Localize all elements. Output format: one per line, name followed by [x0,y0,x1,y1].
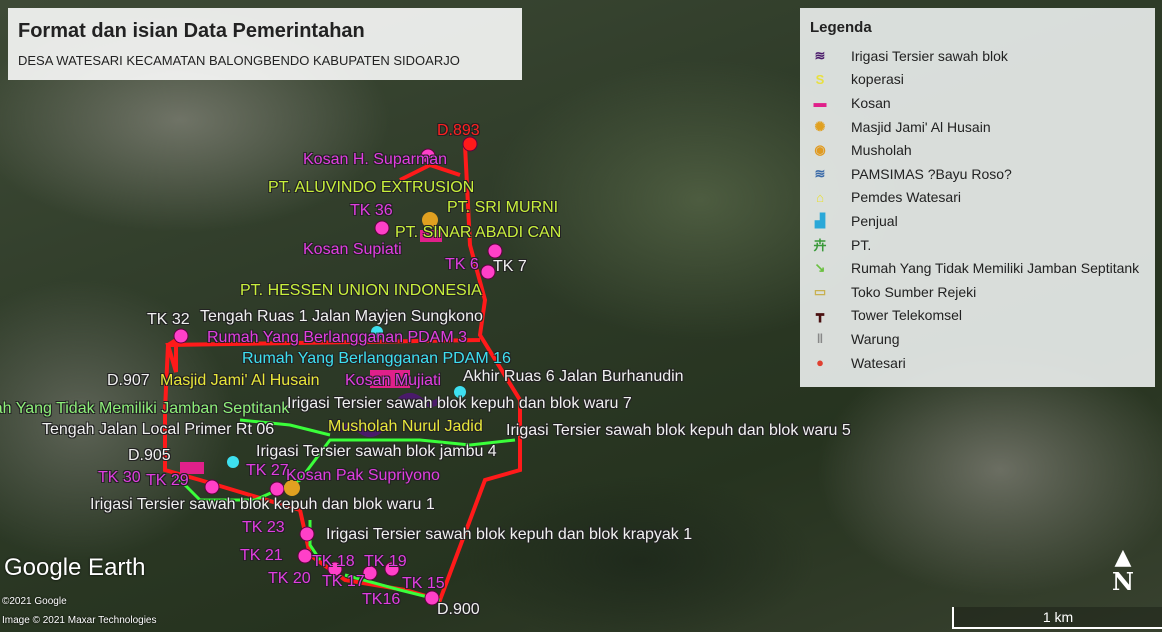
mosque-icon: ◉ [814,142,826,158]
factory-icon: 卉 [813,238,827,254]
map-label[interactable]: TK 6 [445,256,479,273]
title-panel: Format dan isian Data Pemerintahan DESA … [8,8,522,80]
map-label[interactable]: TK 30 [98,469,141,486]
map-label[interactable]: Tengah Ruas 1 Jalan Mayjen Sungkono [200,308,483,325]
utensils-icon: ‖ [816,331,824,347]
map-label[interactable]: TK 20 [268,570,311,587]
arrow-icon: ↘ [814,260,826,276]
map-pins[interactable] [173,136,503,606]
map-label[interactable]: Irigasi Tersier sawah blok kepuh dan blo… [506,422,851,439]
map-label[interactable]: Kosan Supiati [303,241,402,258]
legend-item-label: Rumah Yang Tidak Memiliki Jamban Septita… [851,260,1140,277]
map-label[interactable]: PT. SRI MURNI [447,199,559,216]
legend-item-label: Kosan [851,94,891,111]
copyright-imagery: Image © 2021 Maxar Technologies [2,615,157,626]
map-label[interactable]: TK 15 [402,575,445,592]
legend-item-label: Pemdes Watesari [851,189,961,206]
map-label[interactable]: TK 29 [146,472,189,489]
map-label[interactable]: Irigasi Tersier sawah blok kepuh dan blo… [90,496,435,513]
map-label[interactable]: TK 7 [493,258,527,275]
copyright-google: ©2021 Google [2,596,67,607]
north-arrow-icon: ▲ [1114,545,1132,570]
legend-item: ↘ Rumah Yang Tidak Memiliki Jamban Septit… [810,256,1140,280]
map-label[interactable]: TK 27 [246,462,289,479]
map-title: Format dan isian Data Pemerintahan [18,20,365,42]
basket-icon: ▭ [813,283,827,299]
legend-item-label: koperasi [851,71,904,88]
pin-icon: ● [816,355,824,371]
map-label[interactable]: Akhir Ruas 6 Jalan Burhanudin [463,368,684,385]
map-label[interactable]: Rumah Yang Berlangganan PDAM 3 [207,329,468,346]
legend-item-label: Tower Telekomsel [851,307,963,324]
legend-title: Legenda [810,19,872,36]
map-label[interactable]: Kosan H. Suparman [303,151,448,168]
map-label[interactable]: Irigasi Tersier sawah blok kepuh dan blo… [326,526,693,543]
legend-item-label: Irigasi Tersier sawah blok [851,47,1008,64]
map-subtitle: DESA WATESARI KECAMATAN BALONGBENDO KABU… [18,53,460,68]
map-label[interactable]: D.907 [107,372,150,389]
dollar-icon: S [815,71,825,87]
legend-item-label: Watesari [851,354,906,371]
map-label[interactable]: TK 21 [240,547,283,564]
legend-item-label: Penjual [851,212,898,229]
map-label[interactable]: Irigasi Tersier sawah blok kepuh dan blo… [287,395,632,412]
poi-markers[interactable] [180,212,466,496]
map-label[interactable]: Irigasi Tersier sawah blok jambu 4 [256,443,497,460]
legend-item: ≋ Irigasi Tersier sawah blok [810,44,1139,68]
map-label[interactable]: Musholah Nurul Jadid [328,418,483,435]
legend-item: ⌂ Pemdes Watesari [810,186,1139,210]
legend-item-label: Toko Sumber Rejeki [851,283,977,300]
water-icon: ≋ [814,165,826,181]
legend-item: ≋ PAMSIMAS ?Bayu Roso? [810,162,1139,186]
map-label[interactable]: TK 18 [312,553,355,570]
map-label[interactable]: Rumah Yang Tidak Memiliki Jamban Septita… [0,400,290,417]
legend-item: ✺ Masjid Jami' Al Husain [810,115,1139,139]
legend-item: ▬ Kosan [810,91,1139,115]
map-label[interactable]: Rumah Yang Berlangganan PDAM 16 [242,350,511,367]
wave-icon: ≋ [814,47,826,63]
legend-item: ▭ Toko Sumber Rejeki [810,280,1139,304]
map-label[interactable]: D.900 [437,601,480,618]
map-label[interactable]: Masjid Jami' Al Husain [160,372,320,389]
sun-icon: ✺ [814,118,826,134]
legend-item-label: Warung [851,330,900,347]
legend-item: ‖ Warung [810,327,1139,351]
map-label[interactable]: TK 19 [364,553,407,570]
legend-item-label: PT. [851,236,872,253]
map-label[interactable]: TK 23 [242,519,285,536]
north-letter: N [1112,567,1134,596]
legend-item-label: Masjid Jami' Al Husain [851,118,991,135]
map-label[interactable]: Tengah Jalan Local Primer Rt 06 [42,421,275,438]
google-earth-logo: Google Earth [4,554,146,581]
map-label[interactable]: D.893 [437,122,480,139]
legend-item: ◉ Musholah [810,138,1139,162]
map-label[interactable]: D.905 [128,447,171,464]
map-label[interactable]: Kosan Mujiati [345,372,442,389]
map-label[interactable]: TK 17 [322,573,365,590]
scale-label: 1 km [1042,609,1074,625]
bed-icon: ▬ [813,95,827,111]
map-label[interactable]: TK16 [362,591,401,608]
legend-item: ● Watesari [810,351,1139,375]
shop-icon: ▟ [815,212,825,228]
tower-icon: ┳ [816,307,824,323]
legend-item-label: PAMSIMAS ?Bayu Roso? [851,165,1012,182]
legend-item: 卉 PT. [810,233,1139,257]
map-label[interactable]: PT. ALUVINDO EXTRUSION [268,179,475,196]
house-icon: ⌂ [816,189,824,205]
north-arrow: ▲ N [1112,547,1134,595]
legend-item: ▟ Penjual [810,209,1139,233]
map-label[interactable]: PT. HESSEN UNION INDONESIA [240,282,482,299]
legend-item: ┳ Tower Telekomsel [810,304,1139,328]
scale-bar: 1 km [952,607,1162,629]
map-label[interactable]: TK 36 [350,202,393,219]
map-label[interactable]: TK 32 [147,311,190,328]
map-label[interactable]: Kosan Pak Supriyono [286,467,440,484]
legend-item-label: Musholah [851,142,912,159]
map-label[interactable]: PT. SINAR ABADI CAN [395,224,562,241]
